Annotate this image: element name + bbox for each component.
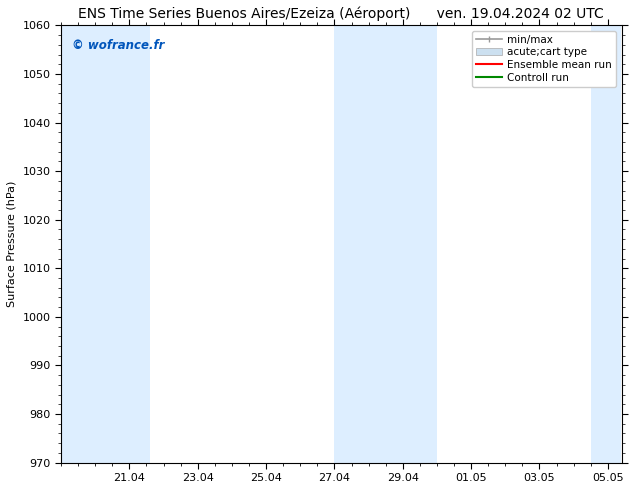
Title: ENS Time Series Buenos Aires/Ezeiza (Aéroport)      ven. 19.04.2024 02 UTC: ENS Time Series Buenos Aires/Ezeiza (Aér…	[79, 7, 604, 22]
Bar	[385, 25, 437, 463]
Bar	[591, 25, 621, 463]
Legend: min/max, acute;cart type, Ensemble mean run, Controll run: min/max, acute;cart type, Ensemble mean …	[472, 30, 616, 87]
Bar	[61, 25, 150, 463]
Text: © wofrance.fr: © wofrance.fr	[72, 39, 165, 51]
Bar	[335, 25, 385, 463]
Y-axis label: Surface Pressure (hPa): Surface Pressure (hPa)	[7, 181, 17, 307]
